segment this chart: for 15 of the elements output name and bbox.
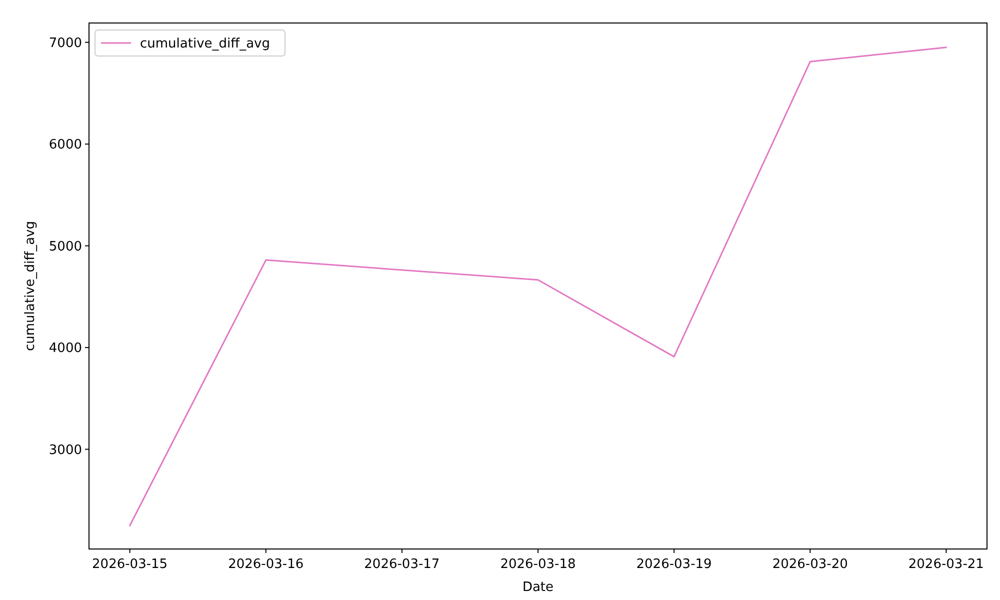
legend-label: cumulative_diff_avg <box>140 36 270 52</box>
x-tick-label: 2026-03-18 <box>500 557 576 572</box>
y-tick-label: 7000 <box>48 36 82 51</box>
y-tick-label: 3000 <box>48 442 82 458</box>
x-tick-label: 2026-03-16 <box>228 557 304 572</box>
x-tick-label: 2026-03-19 <box>636 557 712 572</box>
y-axis-title: cumulative_diff_avg <box>23 221 38 351</box>
x-tick-label: 2026-03-15 <box>92 557 168 572</box>
x-tick-label: 2026-03-21 <box>908 557 984 572</box>
y-tick-label: 4000 <box>48 341 82 356</box>
y-tick-label: 5000 <box>48 239 82 254</box>
x-tick-label: 2026-03-20 <box>772 557 848 572</box>
x-tick-label: 2026-03-17 <box>364 557 440 572</box>
y-tick-label: 6000 <box>48 138 82 153</box>
x-axis-title: Date <box>522 580 554 595</box>
